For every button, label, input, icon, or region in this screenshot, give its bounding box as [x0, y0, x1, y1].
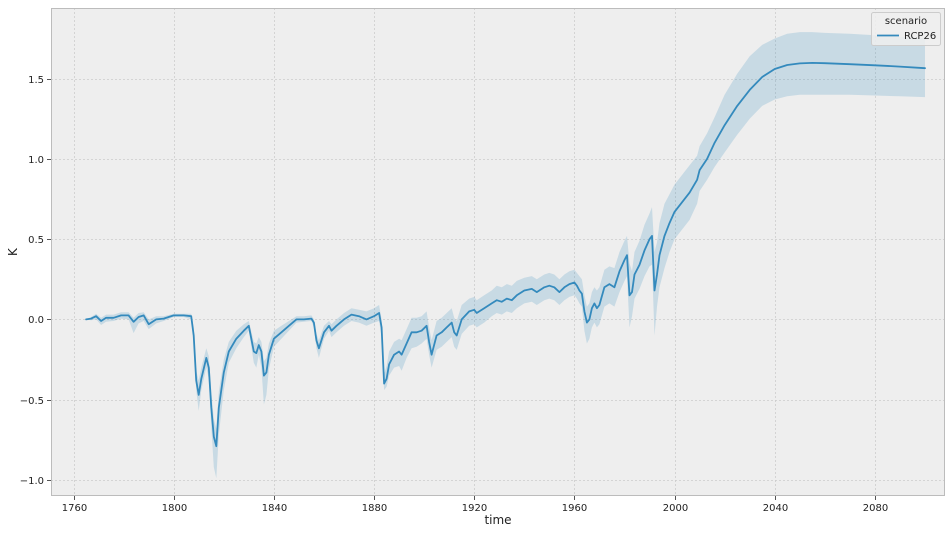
y-tick-label: −1.0: [20, 476, 44, 487]
legend-box: [871, 12, 941, 46]
y-axis-title: K: [6, 247, 20, 256]
y-tick-label: 1.5: [28, 75, 44, 86]
x-tick-label: 2040: [763, 503, 788, 514]
x-tick-label: 2000: [663, 503, 688, 514]
plot-area: [51, 8, 945, 496]
confidence-band-group: [86, 32, 926, 479]
x-tick-label: 1880: [362, 503, 387, 514]
series-line-group: [85, 62, 926, 448]
series-line-rcp26: [85, 62, 926, 448]
x-tick-label: 1920: [462, 503, 487, 514]
confidence-band-rcp26: [86, 32, 926, 479]
x-tick-label: 2080: [863, 503, 888, 514]
plot-frame: [51, 8, 945, 496]
y-tick-label: 1.0: [28, 155, 44, 166]
y-tick-label: 0.5: [28, 235, 44, 246]
x-axis-ticks: 1760 1800 1840 1880 1920 1960 2000 2040 2080: [62, 496, 888, 514]
x-tick-label: 1960: [562, 503, 587, 514]
grid: [51, 8, 945, 496]
legend: scenario RCP26: [871, 12, 941, 46]
x-tick-label: 1840: [262, 503, 287, 514]
y-axis-ticks: −1.0 −0.5 0.0 0.5 1.0 1.5: [20, 75, 51, 487]
x-tick-label: 1760: [62, 503, 87, 514]
x-axis-title: time: [484, 513, 511, 527]
legend-title: scenario: [885, 16, 927, 27]
y-tick-label: −0.5: [20, 396, 44, 407]
legend-label-rcp26: RCP26: [904, 31, 936, 42]
x-tick-label: 1800: [162, 503, 187, 514]
y-tick-label: 0.0: [28, 315, 44, 326]
